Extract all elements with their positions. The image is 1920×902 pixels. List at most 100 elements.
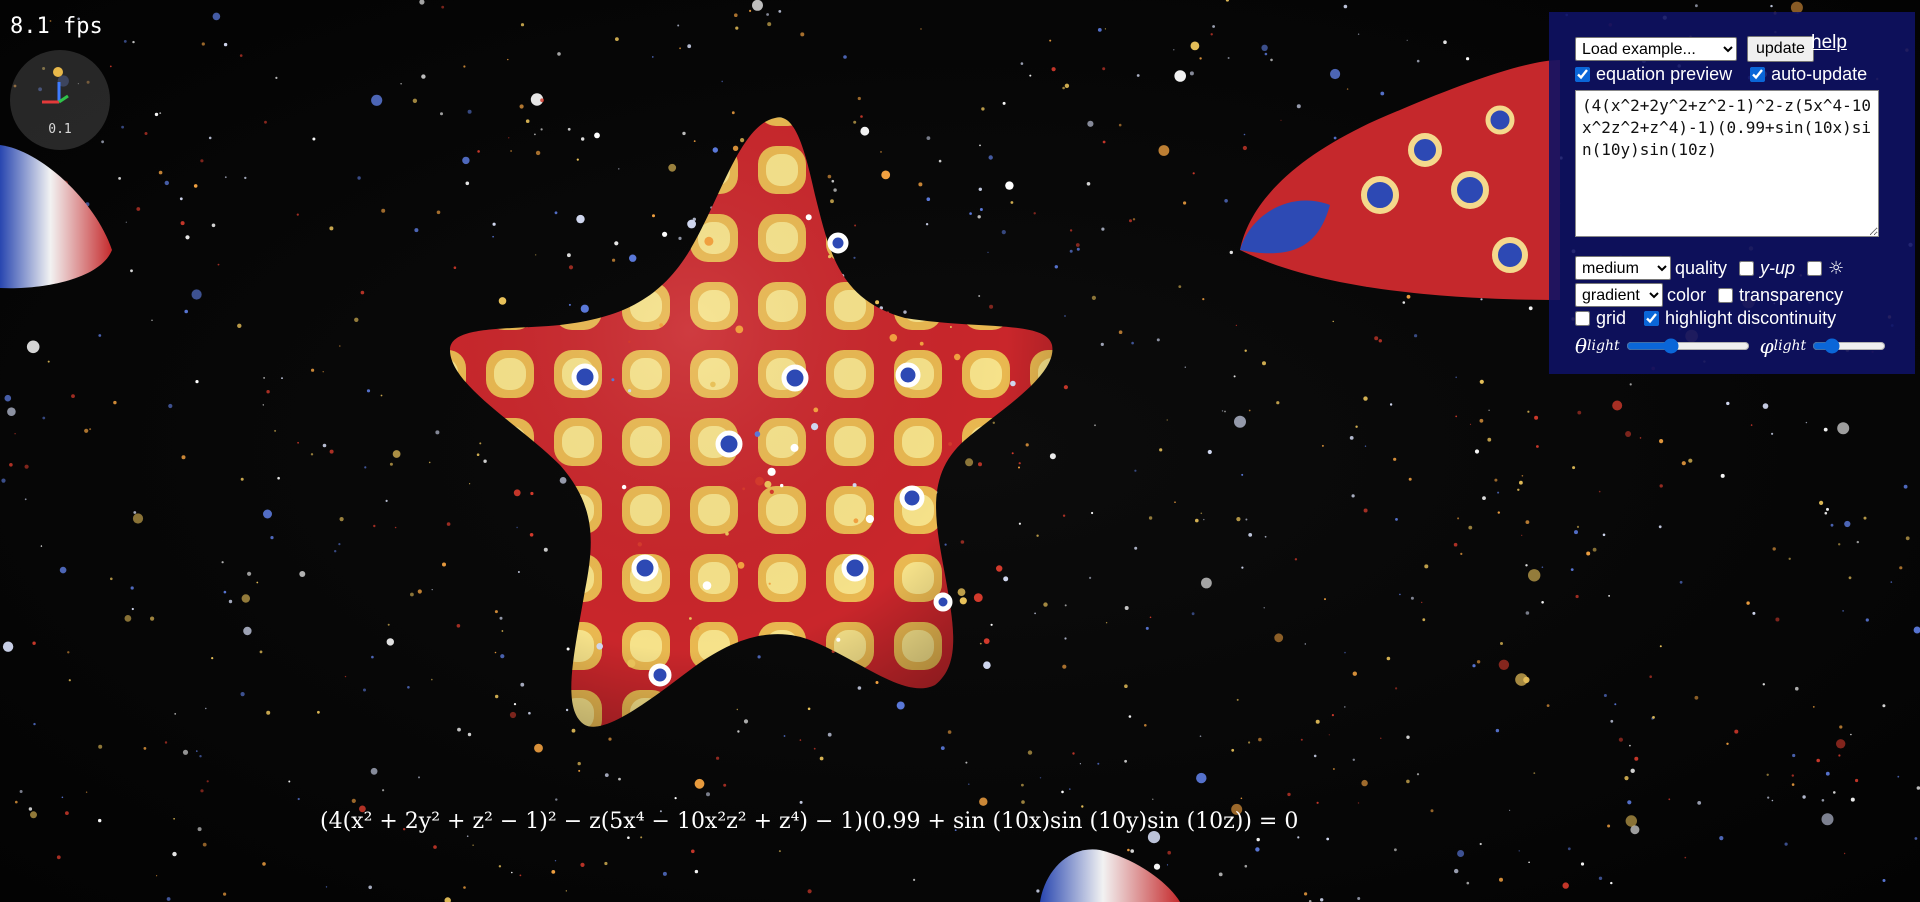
quality-select[interactable]: medium (1575, 256, 1671, 280)
particle (259, 650, 263, 654)
particle (743, 719, 749, 724)
particle (1, 478, 6, 483)
foreground-particles (492, 132, 1020, 711)
equation-input[interactable] (1575, 90, 1879, 237)
particle (981, 107, 985, 111)
particle (244, 176, 247, 180)
particle (880, 151, 882, 153)
equation-preview-checkbox[interactable] (1575, 67, 1590, 82)
foreground-particle (889, 334, 898, 342)
particle (568, 265, 574, 270)
foreground-particle (881, 170, 891, 180)
particle (339, 345, 341, 347)
particle (266, 710, 271, 715)
particle (159, 112, 162, 114)
particle (1062, 86, 1065, 90)
particle (1518, 850, 1520, 852)
foreground-particle (611, 378, 615, 382)
particle (1424, 564, 1429, 569)
particle (1218, 872, 1223, 877)
particle (185, 235, 190, 240)
particle (98, 818, 102, 823)
particle (1598, 876, 1603, 880)
particle (442, 562, 446, 567)
particle (1618, 737, 1623, 742)
phi-light-subscript: light (1773, 338, 1807, 354)
particle (389, 462, 393, 466)
particle (1842, 610, 1844, 612)
particle (860, 126, 870, 136)
particle (1212, 25, 1215, 28)
particle (960, 540, 965, 544)
particle (71, 394, 75, 398)
particle (694, 778, 705, 789)
particle (1297, 836, 1300, 839)
particle (534, 133, 536, 136)
particle (130, 586, 134, 590)
particle (479, 442, 482, 445)
foreground-particle (712, 147, 718, 153)
example-select[interactable]: Load example... (1575, 37, 1737, 61)
particle (14, 433, 16, 435)
help-link[interactable]: help (1811, 32, 1847, 53)
foreground-particle (621, 484, 627, 490)
particle (1746, 601, 1750, 605)
particle (168, 403, 173, 409)
particle (208, 136, 212, 140)
highlight-discontinuity-label: highlight discontinuity (1665, 308, 1837, 328)
particle (373, 524, 376, 528)
particle (1328, 734, 1330, 736)
y-up-checkbox[interactable] (1739, 260, 1755, 276)
axis-gizmo[interactable]: 0.1 (10, 50, 110, 150)
particle (1416, 773, 1420, 776)
phi-light-slider[interactable] (1812, 338, 1887, 354)
particle (1838, 754, 1841, 757)
color-select[interactable]: gradient (1575, 283, 1663, 307)
particle (716, 756, 720, 760)
particle (1033, 212, 1036, 215)
particle (1361, 779, 1368, 787)
particle (191, 289, 202, 300)
grid-checkbox[interactable] (1575, 311, 1590, 326)
particle (737, 730, 740, 733)
particle (1240, 797, 1243, 800)
particle (1576, 525, 1580, 529)
particle (223, 892, 227, 896)
light-toggle-checkbox[interactable] (1807, 260, 1823, 276)
particle (428, 461, 431, 464)
particle (132, 40, 135, 44)
particle (466, 835, 469, 837)
particle (608, 737, 612, 741)
particle (1624, 776, 1629, 781)
particle (1063, 385, 1068, 390)
star-surface[interactable] (450, 117, 1053, 727)
particle (297, 797, 300, 801)
particle (640, 836, 643, 839)
equation-preview: (4(x² + 2y² + z² − 1)² − z(5x⁴ − 10x²z² … (320, 809, 1299, 834)
particle (228, 599, 233, 604)
particle (131, 607, 134, 611)
update-button[interactable]: update (1747, 36, 1814, 62)
particle (1771, 432, 1774, 435)
particle (68, 679, 71, 682)
particle (205, 707, 207, 710)
particle (440, 112, 443, 116)
particle (965, 761, 968, 764)
particle (778, 10, 782, 13)
foreground-particle (780, 483, 784, 488)
foreground-particle (919, 341, 924, 346)
theta-light-slider[interactable] (1625, 338, 1750, 354)
particle (1812, 706, 1815, 708)
particle (1202, 298, 1205, 301)
transparency-checkbox[interactable] (1718, 287, 1734, 303)
particle (180, 221, 185, 226)
highlight-discontinuity-checkbox[interactable] (1644, 311, 1660, 326)
particle (1826, 507, 1829, 511)
auto-update-checkbox[interactable] (1750, 67, 1766, 82)
particle (446, 522, 451, 526)
particle (241, 594, 250, 603)
foreground-particle (702, 581, 712, 590)
particle (1025, 443, 1029, 447)
particle (297, 441, 299, 444)
particle (1791, 783, 1795, 786)
